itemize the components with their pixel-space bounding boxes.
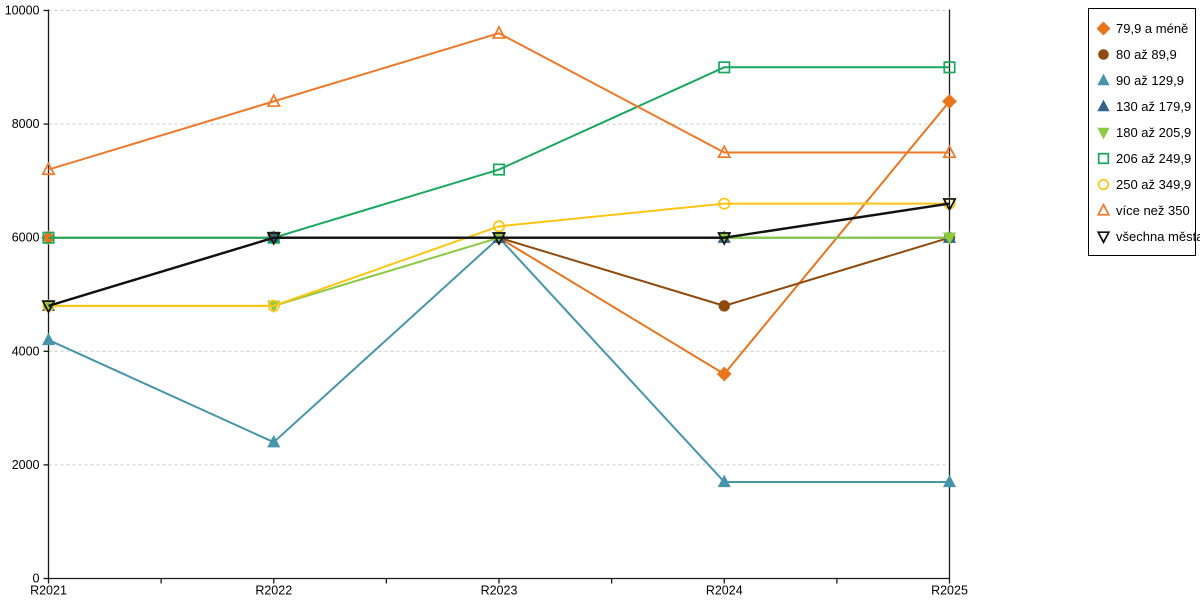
triangle-down-legend-icon: [1097, 127, 1110, 139]
y-tick-label: 2000: [12, 458, 40, 472]
marker-triangle-up: [717, 474, 731, 488]
y-tick-label: 0: [33, 572, 40, 586]
legend-label: všechna města: [1116, 228, 1200, 244]
legend-item-3: 130 až 179,9: [1096, 93, 1192, 119]
legend-label: 90 až 129,9: [1116, 72, 1184, 88]
series-5: [42, 61, 956, 244]
y-tick-label: 6000: [12, 231, 40, 245]
series-line: [48, 32, 950, 171]
marker-triangle-up: [942, 474, 957, 488]
marker-circle: [492, 220, 506, 233]
triangle-up-legend-icon: [1097, 73, 1110, 85]
legend-item-0: 79,9 a méně: [1096, 15, 1189, 41]
marker-triangle-up: [1097, 99, 1110, 111]
marker-circle: [1097, 178, 1110, 190]
triangle-down-legend-icon: [1096, 230, 1111, 244]
marker-triangle-down: [942, 198, 957, 212]
series-line: [48, 236, 950, 307]
x-tick-label: R2025: [931, 584, 968, 598]
marker-triangle-down: [491, 232, 507, 246]
axis-labels: 0 2000 4000 6000 8000 10000 R2021 R2022 R2023 R20…: [5, 4, 968, 598]
marker-circle: [718, 197, 731, 210]
marker-triangle-up: [717, 144, 732, 159]
marker-triangle-down: [266, 232, 281, 246]
marker-diamond: [1096, 20, 1111, 36]
diamond-legend-icon: [1096, 20, 1111, 36]
series-line: [48, 236, 950, 307]
y-tick-label: 8000: [12, 117, 40, 131]
marker-triangle-up: [266, 93, 281, 107]
y-tick-label: 10000: [5, 4, 40, 18]
marker-square: [943, 61, 956, 74]
marker-triangle-up: [1096, 202, 1111, 216]
series-7: [41, 25, 957, 176]
marker-circle: [718, 300, 730, 312]
triangle-up-legend-icon: [1097, 99, 1110, 111]
legend-item-2: 90 až 129,9: [1096, 67, 1189, 93]
series-line: [48, 202, 950, 308]
legend-label: více než 350: [1116, 202, 1190, 218]
marker-triangle-up: [491, 25, 507, 39]
circle-legend-icon: [1097, 178, 1110, 190]
legend-item-4: 180 až 205,9: [1096, 119, 1192, 145]
marker-triangle-up: [41, 332, 56, 346]
marker-square: [718, 61, 731, 74]
series-6: [42, 197, 956, 312]
marker-triangle-down: [1097, 127, 1110, 139]
legend-label: 180 až 205,9: [1116, 124, 1192, 140]
marker-circle: [267, 299, 280, 312]
legend-label: 80 až 89,9: [1116, 46, 1177, 62]
legend-label: 206 až 249,9: [1116, 150, 1192, 166]
marker-triangle-up: [942, 144, 957, 159]
marker-square: [1097, 152, 1110, 164]
axes: [43, 9, 951, 584]
legend-label: 79,9 a méně: [1116, 20, 1189, 36]
series-line: [48, 236, 950, 307]
y-tick-label: 4000: [12, 344, 40, 358]
x-tick-label: R2021: [30, 584, 67, 598]
series-line: [48, 236, 950, 483]
marker-square: [492, 163, 506, 176]
series-2: [41, 230, 957, 488]
legend-item-5: 206 až 249,9: [1096, 145, 1192, 171]
circle-legend-icon: [1098, 48, 1109, 60]
legend: 79,9 a méně 80 až 89,9 90 až 129,9 130 až 1…: [1088, 8, 1200, 256]
triangle-up-legend-icon: [1096, 202, 1111, 216]
legend-item-7: více než 350: [1096, 197, 1190, 223]
legend-item-6: 250 až 349,9: [1096, 171, 1192, 197]
marker-triangle-up: [1097, 73, 1110, 85]
series-8: [41, 198, 957, 314]
marker-triangle-up: [41, 161, 56, 176]
x-tick-label: R2023: [481, 584, 518, 598]
square-legend-icon: [1097, 152, 1110, 164]
marker-circle: [1098, 48, 1109, 60]
series-line: [48, 66, 950, 239]
legend-item-8: všechna města: [1096, 223, 1200, 249]
x-tick-label: R2024: [706, 584, 743, 598]
legend-label: 250 až 349,9: [1116, 176, 1192, 192]
legend-item-1: 80 až 89,9: [1096, 41, 1189, 67]
marker-triangle-down: [717, 232, 732, 246]
legend-label: 130 až 179,9: [1116, 98, 1192, 114]
marker-triangle-down: [942, 232, 957, 245]
series-line: [48, 202, 950, 307]
x-tick-label: R2022: [255, 584, 292, 598]
marker-diamond: [942, 93, 957, 109]
marker-square: [42, 231, 55, 244]
marker-triangle-down: [1096, 230, 1111, 244]
marker-triangle-up: [267, 434, 281, 448]
marker-triangle-down: [41, 300, 56, 314]
marker-diamond: [716, 366, 732, 382]
